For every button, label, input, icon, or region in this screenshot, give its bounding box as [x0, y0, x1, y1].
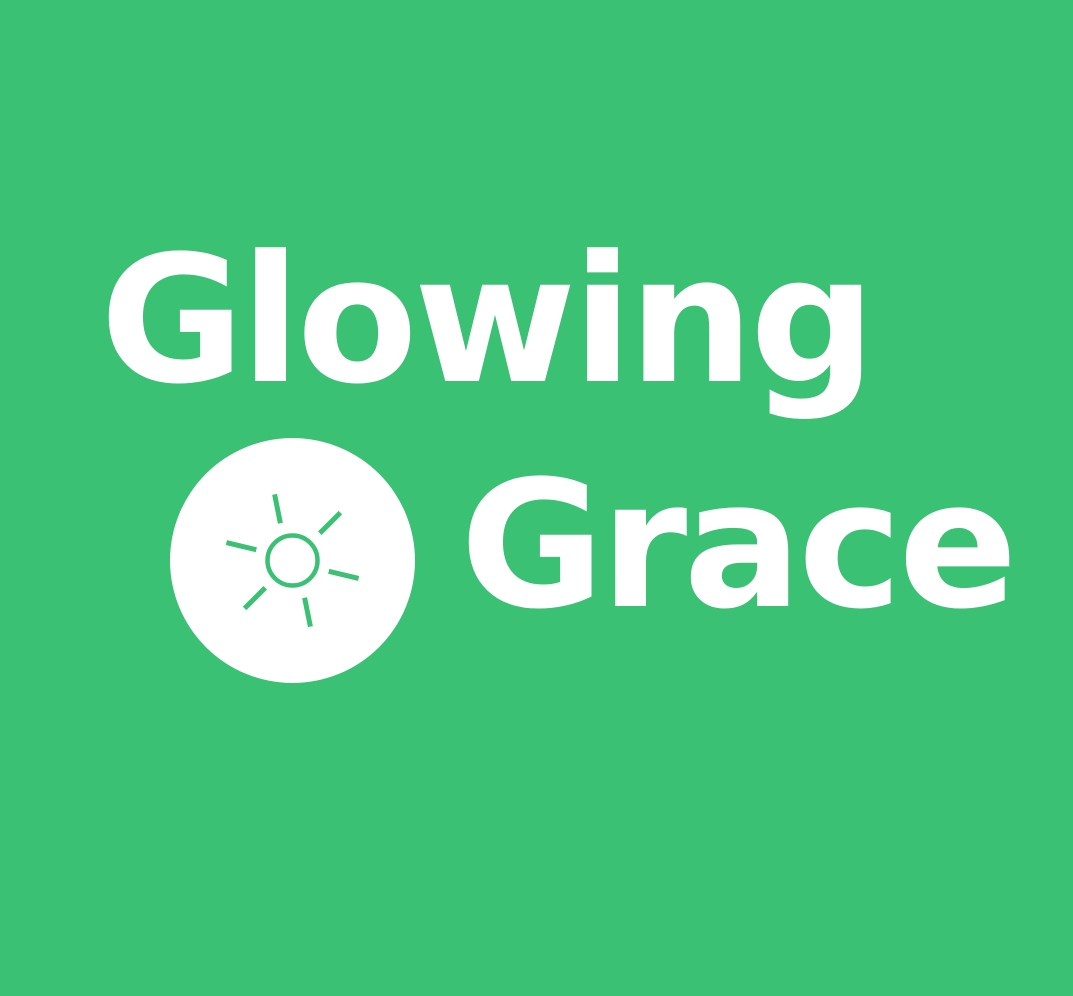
- logo-word-grace: Grace: [460, 443, 1018, 648]
- sun-ray: [272, 493, 283, 524]
- sun-core: [265, 533, 320, 588]
- sun-ray: [225, 540, 257, 553]
- sun-icon: [170, 438, 415, 683]
- sun-rays: [225, 493, 360, 628]
- sun-ray: [302, 597, 313, 628]
- sun-ray: [318, 510, 343, 535]
- logo-word-glowing: Glowing: [100, 218, 876, 423]
- sun-ray: [242, 586, 267, 611]
- sun-ray: [328, 568, 360, 581]
